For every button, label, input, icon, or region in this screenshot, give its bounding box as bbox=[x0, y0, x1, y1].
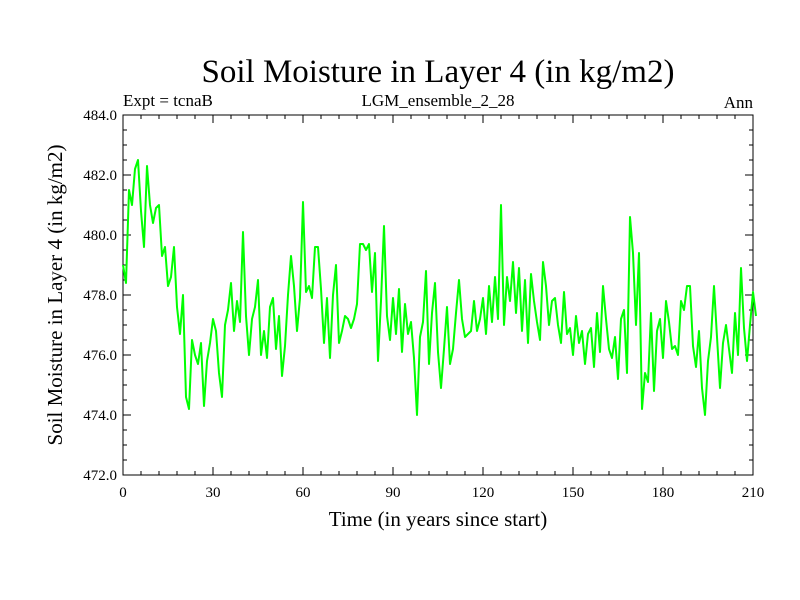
x-tick-label: 30 bbox=[206, 485, 221, 501]
axis-ticks bbox=[122, 114, 754, 476]
x-tick-label: 90 bbox=[386, 485, 401, 501]
y-tick-label: 484.0 bbox=[83, 108, 117, 124]
ensemble-label: LGM_ensemble_2_28 bbox=[362, 91, 515, 110]
x-tick-label: 60 bbox=[296, 485, 311, 501]
x-tick-label: 0 bbox=[119, 485, 127, 501]
x-tick-label: 180 bbox=[652, 485, 675, 501]
y-axis-label: Soil Moisture in Layer 4 (in kg/m2) bbox=[43, 145, 67, 446]
experiment-label: Expt = tcnaB bbox=[123, 91, 213, 110]
y-tick-label: 474.0 bbox=[83, 408, 117, 424]
y-tick-label: 476.0 bbox=[83, 348, 117, 364]
x-axis-label: Time (in years since start) bbox=[329, 507, 548, 531]
y-tick-label: 472.0 bbox=[83, 468, 117, 484]
x-tick-label: 120 bbox=[472, 485, 495, 501]
chart-title: Soil Moisture in Layer 4 (in kg/m2) bbox=[202, 54, 675, 90]
plot-frame bbox=[122, 114, 754, 476]
y-tick-label: 478.0 bbox=[83, 288, 117, 304]
series-line bbox=[122, 159, 757, 416]
y-tick-label: 482.0 bbox=[83, 168, 117, 184]
period-label: Ann bbox=[724, 93, 754, 112]
y-tick-label: 480.0 bbox=[83, 228, 117, 244]
x-tick-label: 150 bbox=[562, 485, 585, 501]
x-tick-label: 210 bbox=[742, 485, 765, 501]
axis-tick-labels: 0 30 60 90 120 150 180 210 472.0 474.0 476.0 478.0 4… bbox=[83, 108, 764, 501]
